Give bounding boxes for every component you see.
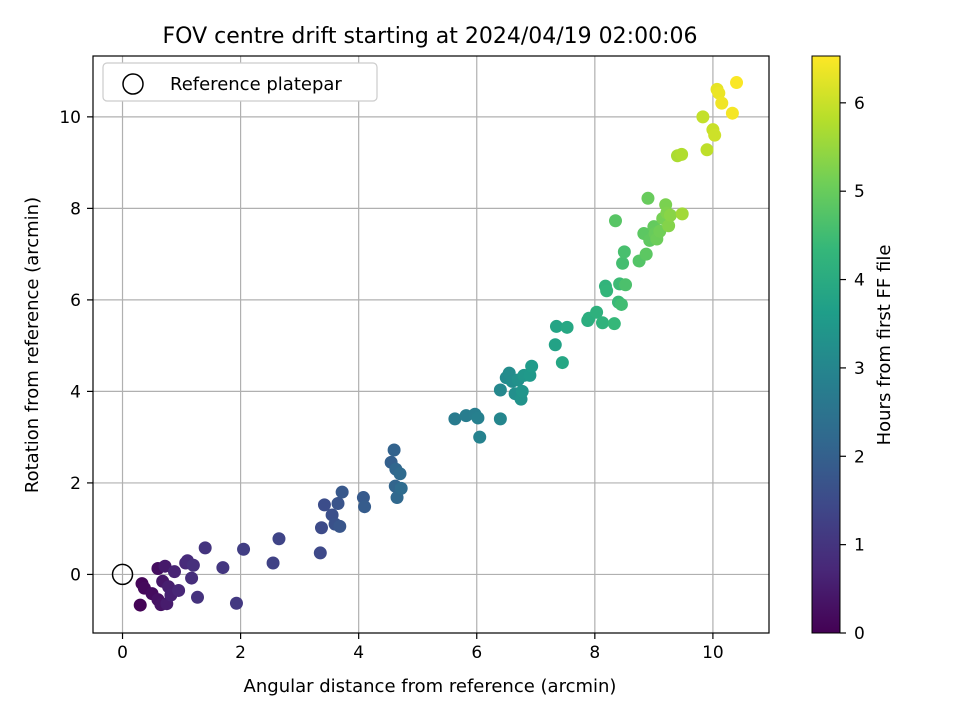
colorbar-label: Hours from first FF file	[874, 245, 895, 446]
data-point	[596, 316, 610, 330]
data-point	[712, 86, 726, 100]
data-point	[335, 485, 349, 499]
data-point	[272, 532, 286, 546]
data-point	[708, 128, 722, 142]
x-axis-ticks: 0 2 4 6 8 10	[117, 633, 724, 663]
data-point	[158, 559, 172, 573]
data-point	[190, 590, 204, 604]
colorbar-tick-label: 2	[854, 447, 865, 467]
data-point	[639, 247, 653, 261]
data-point	[167, 565, 181, 579]
data-point	[600, 284, 614, 298]
data-point	[313, 546, 327, 560]
x-tick-label: 6	[471, 643, 482, 663]
data-point	[548, 338, 562, 352]
data-point	[358, 500, 372, 514]
colorbar-gradient	[811, 55, 841, 634]
x-tick-label: 8	[589, 643, 600, 663]
data-point	[616, 256, 630, 270]
x-tick-label: 10	[702, 643, 724, 663]
data-point	[473, 430, 487, 444]
y-tick-label: 4	[70, 382, 81, 402]
reference-platepar-marker	[111, 563, 134, 586]
legend-box	[102, 62, 378, 102]
colorbar-tick-label: 5	[854, 182, 865, 202]
data-point	[448, 412, 462, 426]
plot-frame	[92, 55, 770, 634]
data-point	[555, 356, 569, 370]
legend-marker-icon	[122, 73, 144, 95]
data-point	[216, 561, 230, 575]
data-point	[185, 571, 199, 585]
data-point	[608, 214, 622, 228]
data-point	[725, 106, 739, 120]
data-point	[331, 497, 345, 511]
data-point	[133, 598, 147, 612]
y-tick-label: 10	[59, 108, 81, 128]
colorbar: 0 1 2 3 4 5 6 Hours from first FF file	[811, 55, 895, 644]
x-axis-label: Angular distance from reference (arcmin)	[244, 676, 617, 697]
colorbar-tick-label: 0	[854, 624, 865, 644]
y-tick-label: 0	[70, 565, 81, 585]
data-point	[317, 498, 331, 512]
data-point	[198, 541, 212, 555]
data-point	[266, 556, 280, 570]
data-point	[172, 583, 186, 597]
colorbar-tick-label: 6	[854, 94, 865, 114]
data-point	[493, 383, 507, 397]
data-points	[133, 76, 744, 612]
x-tick-label: 2	[235, 643, 246, 663]
data-point	[619, 278, 633, 292]
data-point	[662, 219, 676, 233]
data-point	[560, 320, 574, 334]
data-point	[730, 76, 744, 90]
y-axis-label: Rotation from reference (arcmin)	[22, 197, 43, 493]
data-point	[549, 319, 563, 333]
chart-title: FOV centre drift starting at 2024/04/19 …	[163, 24, 698, 49]
data-point	[663, 208, 677, 222]
data-point	[590, 305, 604, 319]
data-point	[715, 96, 729, 110]
data-point	[696, 110, 710, 124]
data-point	[515, 384, 529, 398]
y-axis-ticks: 0 2 4 6 8 10	[59, 108, 93, 585]
data-point	[394, 481, 408, 495]
x-tick-label: 4	[353, 643, 364, 663]
grid	[93, 56, 769, 633]
data-point	[675, 147, 689, 161]
colorbar-tick-label: 1	[854, 536, 865, 556]
data-point	[471, 411, 485, 425]
data-point	[607, 317, 621, 331]
data-point	[393, 467, 407, 481]
data-point	[525, 359, 539, 373]
data-point	[641, 191, 655, 205]
data-point	[333, 519, 347, 533]
data-point	[229, 596, 243, 610]
data-point	[617, 245, 631, 259]
y-tick-label: 6	[70, 291, 81, 311]
x-tick-label: 0	[117, 643, 128, 663]
colorbar-ticks: 0 1 2 3 4 5 6	[840, 94, 865, 644]
data-point	[387, 443, 401, 457]
data-point	[186, 558, 200, 572]
legend-entry-reference-platepar: Reference platepar	[170, 74, 342, 95]
colorbar-tick-label: 3	[854, 359, 865, 379]
legend: Reference platepar	[102, 62, 378, 102]
data-point	[700, 143, 714, 157]
y-tick-label: 2	[70, 474, 81, 494]
data-point	[675, 207, 689, 221]
y-tick-label: 8	[70, 199, 81, 219]
colorbar-tick-label: 4	[854, 271, 865, 291]
data-point	[614, 297, 628, 311]
data-point	[493, 412, 507, 426]
data-point	[314, 521, 328, 535]
data-point	[237, 542, 251, 556]
